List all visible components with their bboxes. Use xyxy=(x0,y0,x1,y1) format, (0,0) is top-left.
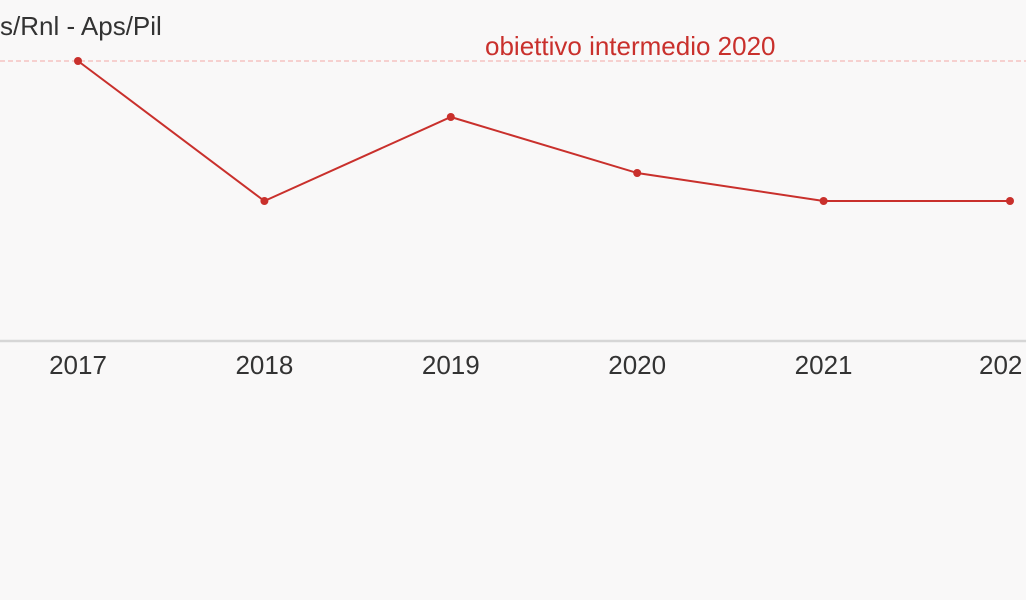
series-line xyxy=(77,60,1010,203)
x-tick-label: 2018 xyxy=(235,350,293,380)
data-point-2017[interactable] xyxy=(74,57,82,65)
x-tick-label: 2019 xyxy=(422,350,480,380)
x-tick-label: 202 xyxy=(979,350,1022,380)
data-point-2020[interactable] xyxy=(633,169,642,177)
reference-line-group: obiettivo intermedio 2020 xyxy=(0,31,1026,62)
data-point-2021[interactable] xyxy=(819,197,828,205)
data-point-2019[interactable] xyxy=(446,113,455,121)
x-tick-labels: 2017 2018 2019 2020 2021 202 xyxy=(49,350,1022,380)
chart-title: s/Rnl - Aps/Pil xyxy=(0,11,162,41)
reference-line-label: obiettivo intermedio 2020 xyxy=(485,31,776,61)
data-point-2018[interactable] xyxy=(260,197,269,205)
series-group xyxy=(74,57,1014,205)
data-point-202[interactable] xyxy=(1006,197,1014,205)
x-tick-label: 2020 xyxy=(608,350,666,380)
x-tick-label: 2021 xyxy=(795,350,853,380)
x-tick-label: 2017 xyxy=(49,350,107,380)
